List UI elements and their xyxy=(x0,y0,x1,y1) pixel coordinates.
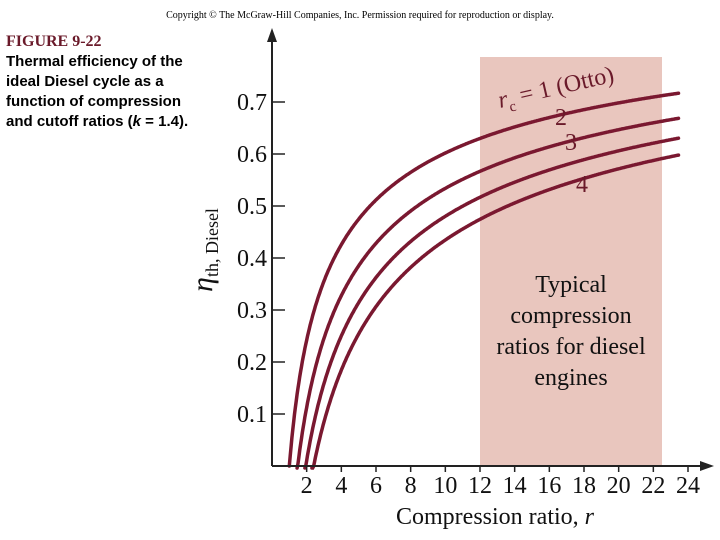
x-tick-label: 10 xyxy=(433,473,457,499)
y-tick-label: 0.3 xyxy=(237,298,267,324)
x-tick-label: 2 xyxy=(301,473,313,499)
y-tick-label: 0.1 xyxy=(237,402,267,428)
efficiency-curve xyxy=(303,136,681,470)
x-ticks-group: 2 4 6 8 10 12 14 16 18 20 22 24 xyxy=(301,466,700,499)
y-axis-title: ηth, Diesel xyxy=(186,208,222,292)
curve-label: 3 xyxy=(565,130,577,156)
caption-k-symbol: k xyxy=(132,113,142,130)
x-tick-label: 18 xyxy=(572,473,596,499)
svg-text:ηth, Diesel: ηth, Diesel xyxy=(186,208,222,292)
x-tick-label: 20 xyxy=(607,473,631,499)
x-tick-label: 4 xyxy=(335,473,347,499)
figure-caption: FIGURE 9-22 Thermal efficiency of the id… xyxy=(6,32,201,132)
y-tick-label: 0.4 xyxy=(237,246,267,272)
efficiency-curve xyxy=(287,91,681,468)
y-ticks-group: 0.1 0.2 0.3 0.4 0.5 0.6 0.7 xyxy=(237,90,285,428)
y-tick-label: 0.2 xyxy=(237,350,267,376)
y-tick-label: 0.6 xyxy=(237,142,267,168)
x-tick-label: 22 xyxy=(641,473,665,499)
x-tick-label: 12 xyxy=(468,473,492,499)
y-tick-label: 0.7 xyxy=(237,90,267,116)
x-tick-label: 14 xyxy=(503,473,527,499)
y-axis-arrow xyxy=(267,28,277,42)
figure-number: FIGURE 9-22 xyxy=(6,33,102,50)
x-tick-label: 16 xyxy=(537,473,561,499)
region-label: Typical compression ratios for diesel engin… xyxy=(496,272,646,391)
curves-group xyxy=(287,91,681,470)
x-tick-label: 6 xyxy=(370,473,382,499)
caption-text: Thermal efficiency of the ideal Diesel c… xyxy=(6,53,183,130)
efficiency-curve xyxy=(310,153,681,470)
caption-text-end: = 1.4). xyxy=(141,113,189,130)
x-axis-arrow xyxy=(700,461,714,471)
x-tick-label: 24 xyxy=(676,473,700,499)
copyright-notice: Copyright © The McGraw-Hill Companies, I… xyxy=(166,10,554,21)
y-tick-label: 0.5 xyxy=(237,194,267,220)
x-tick-label: 8 xyxy=(405,473,417,499)
curve-label: 2 xyxy=(555,105,567,131)
x-axis-title: Compression ratio, r xyxy=(396,504,595,530)
diesel-region-shading xyxy=(480,57,662,466)
efficiency-curve xyxy=(295,116,681,470)
curve-label: 4 xyxy=(576,172,588,198)
